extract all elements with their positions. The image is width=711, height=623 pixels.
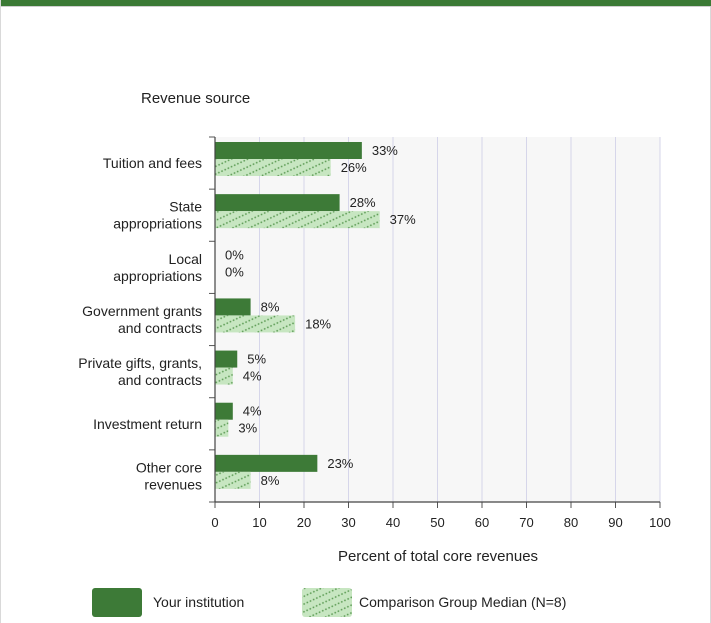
- legend-label-comparison-median: Comparison Group Median (N=8): [359, 594, 566, 610]
- bar-institution-4: [215, 350, 238, 368]
- top-accent-bar: [1, 0, 711, 6]
- value-label-comparison-4: 4%: [243, 369, 262, 384]
- value-label-institution-0: 33%: [372, 143, 398, 158]
- bars: [215, 142, 380, 489]
- category-label-5: Investment return: [93, 416, 202, 432]
- bar-comparison-4: [215, 367, 233, 385]
- legend-swatch-comparison-median: [302, 588, 352, 617]
- bar-comparison-3: [215, 315, 296, 333]
- value-label-comparison-6: 8%: [261, 473, 280, 488]
- x-tick-label-10: 10: [252, 515, 266, 530]
- category-label-line: appropriations: [113, 268, 202, 284]
- value-label-institution-3: 8%: [261, 299, 280, 314]
- value-label-comparison-1: 37%: [390, 212, 416, 227]
- x-tick-labels: 0 10 20 30 40 50 60 70 80 90 100: [211, 515, 670, 530]
- x-tick-label-80: 80: [564, 515, 578, 530]
- category-label-2: Local appropriations: [113, 251, 202, 284]
- legend-swatch-your-institution: [92, 588, 142, 617]
- bar-comparison-0: [215, 159, 331, 176]
- category-label-line: Government grants: [82, 303, 202, 319]
- category-label-1: State appropriations: [113, 199, 202, 232]
- x-tick-label-50: 50: [430, 515, 444, 530]
- category-label-line: appropriations: [113, 216, 202, 232]
- value-label-institution-5: 4%: [243, 404, 262, 419]
- category-label-line: Other core: [136, 459, 202, 475]
- value-label-comparison-3: 18%: [305, 316, 331, 331]
- value-labels: 33% 26% 28% 37% 0% 0% 8% 18% 5% 4% 4% 3% 23% 8%: [225, 143, 416, 488]
- axes: [214, 137, 660, 503]
- category-label-6: Other core revenues: [136, 459, 202, 492]
- x-tick-label-70: 70: [519, 515, 533, 530]
- value-label-comparison-5: 3%: [238, 421, 257, 436]
- value-label-comparison-0: 26%: [341, 160, 367, 175]
- category-label-line: State: [169, 199, 202, 215]
- x-tick-label-30: 30: [341, 515, 355, 530]
- value-label-comparison-2: 0%: [225, 264, 244, 279]
- category-label-4: Private gifts, grants, and contracts: [78, 355, 202, 388]
- value-label-institution-2: 0%: [225, 247, 244, 262]
- category-label-line: Local: [169, 251, 202, 267]
- x-tick-label-60: 60: [475, 515, 489, 530]
- x-tick-label-20: 20: [297, 515, 311, 530]
- category-label-line: Investment return: [93, 416, 202, 432]
- bar-institution-3: [215, 298, 251, 316]
- category-label-0: Tuition and fees: [103, 155, 202, 171]
- bar-institution-1: [215, 194, 340, 212]
- legend-label-your-institution: Your institution: [153, 594, 244, 610]
- category-label-line: Tuition and fees: [103, 155, 202, 171]
- value-label-institution-6: 23%: [327, 456, 353, 471]
- x-tick-label-90: 90: [608, 515, 622, 530]
- value-label-institution-4: 5%: [247, 352, 266, 367]
- category-label-line: Private gifts, grants,: [78, 355, 202, 371]
- chart-title: Revenue source: [141, 90, 250, 107]
- x-tick-label-100: 100: [649, 515, 671, 530]
- bar-institution-5: [215, 402, 233, 420]
- category-label-line: and contracts: [118, 320, 202, 336]
- bar-comparison-5: [215, 419, 229, 437]
- category-label-line: and contracts: [118, 372, 202, 388]
- bar-institution-0: [215, 142, 362, 159]
- bar-comparison-6: [215, 471, 251, 489]
- x-axis-title: Percent of total core revenues: [338, 548, 538, 565]
- category-label-line: revenues: [144, 476, 202, 492]
- legend: Your institution Comparison Group Median…: [92, 588, 566, 617]
- bar-institution-6: [215, 454, 318, 472]
- x-tick-label-40: 40: [386, 515, 400, 530]
- x-tick-label-0: 0: [211, 515, 218, 530]
- category-label-3: Government grants and contracts: [82, 303, 202, 336]
- bar-comparison-1: [215, 211, 380, 229]
- value-label-institution-1: 28%: [350, 195, 376, 210]
- top-divider: [1, 6, 711, 7]
